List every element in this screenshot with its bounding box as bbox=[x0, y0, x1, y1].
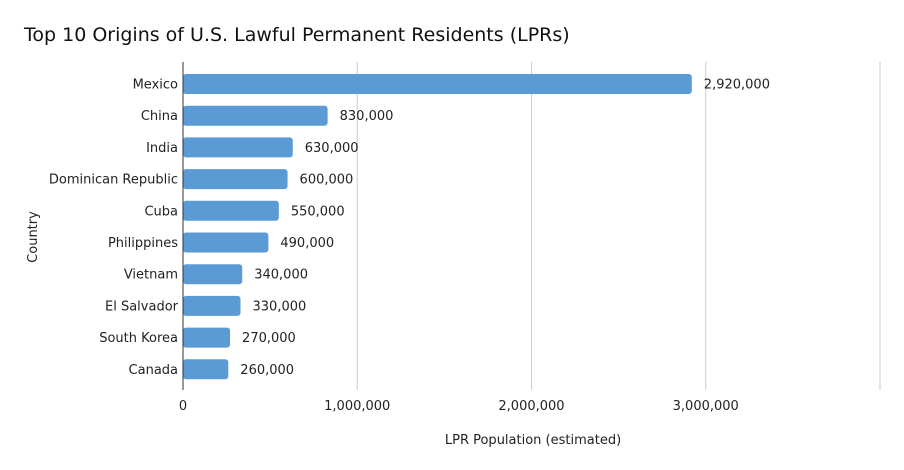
bar bbox=[183, 105, 328, 126]
category-label: Dominican Republic bbox=[49, 173, 178, 188]
bar bbox=[183, 264, 243, 285]
x-tick-label: 3,000,000 bbox=[673, 399, 739, 414]
category-label: El Salvador bbox=[105, 299, 179, 314]
data-label: 550,000 bbox=[291, 204, 345, 219]
category-label: India bbox=[146, 141, 178, 156]
bar bbox=[183, 200, 279, 221]
y-axis-title: Country bbox=[26, 211, 41, 263]
category-label: Philippines bbox=[108, 236, 178, 251]
gridlines bbox=[356, 62, 881, 390]
data-label: 2,920,000 bbox=[704, 78, 770, 93]
data-label: 340,000 bbox=[254, 268, 308, 283]
x-tick-label: 2,000,000 bbox=[498, 399, 564, 414]
category-label: China bbox=[141, 109, 178, 124]
category-label: Mexico bbox=[133, 78, 178, 93]
data-label: 330,000 bbox=[253, 299, 307, 314]
data-label: 260,000 bbox=[240, 363, 294, 378]
bars bbox=[183, 74, 692, 380]
bar bbox=[183, 74, 692, 94]
bar bbox=[183, 137, 293, 158]
category-label: Cuba bbox=[144, 204, 178, 219]
chart-title: Top 10 Origins of U.S. Lawful Permanent … bbox=[24, 24, 570, 46]
bar bbox=[183, 295, 241, 316]
labels: 0 1,000,000 2,000,000 3,000,000 Mexico 2,920,… bbox=[49, 78, 770, 415]
bar bbox=[183, 327, 231, 348]
bar bbox=[183, 169, 288, 190]
category-label: South Korea bbox=[99, 331, 178, 346]
data-label: 630,000 bbox=[305, 141, 359, 156]
category-label: Canada bbox=[129, 363, 178, 378]
x-tick-label: 0 bbox=[179, 399, 187, 414]
category-label: Vietnam bbox=[124, 268, 178, 283]
data-label: 490,000 bbox=[280, 236, 334, 251]
data-label: 600,000 bbox=[300, 173, 354, 188]
bar bbox=[183, 232, 269, 253]
x-axis-title: LPR Population (estimated) bbox=[445, 433, 621, 448]
data-label: 270,000 bbox=[242, 331, 296, 346]
x-tick-label: 1,000,000 bbox=[324, 399, 390, 414]
data-label: 830,000 bbox=[340, 109, 394, 124]
bar bbox=[183, 359, 229, 380]
